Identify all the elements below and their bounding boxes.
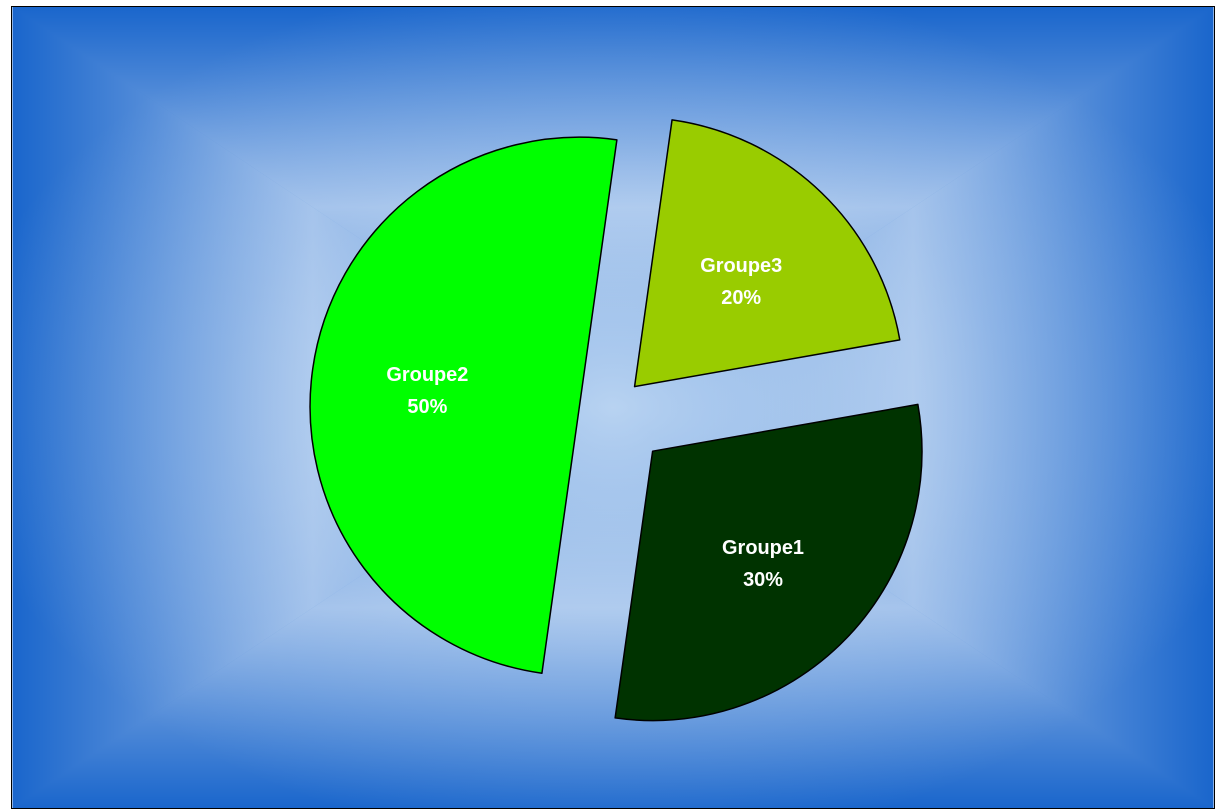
slice-category-label: Groupe2: [386, 364, 468, 386]
slice-percent-label: 20%: [721, 287, 761, 309]
pie-slice-groupe2: [309, 136, 618, 675]
slices-layer: [309, 119, 923, 722]
slice-label-groupe1: Groupe1 30%: [722, 537, 804, 591]
slice-label-groupe3: Groupe3 20%: [700, 255, 782, 309]
slice-percent-label: 50%: [407, 396, 447, 418]
pie-slice-groupe1: [614, 403, 923, 722]
pie-slice-groupe3: [633, 119, 901, 388]
slice-percent-label: 30%: [743, 569, 783, 591]
background-center-glow: [12, 7, 1214, 808]
slice-category-label: Groupe3: [700, 255, 782, 277]
labels-layer: Groupe1 30% Groupe2 50% Groupe3 20%: [386, 255, 804, 591]
slice-label-groupe2: Groupe2 50%: [386, 364, 468, 418]
slice-category-label: Groupe1: [722, 537, 804, 559]
pie-chart: Groupe1 30% Groupe2 50% Groupe3 20%: [12, 7, 1214, 808]
chart-frame: Groupe1 30% Groupe2 50% Groupe3 20%: [11, 6, 1215, 809]
